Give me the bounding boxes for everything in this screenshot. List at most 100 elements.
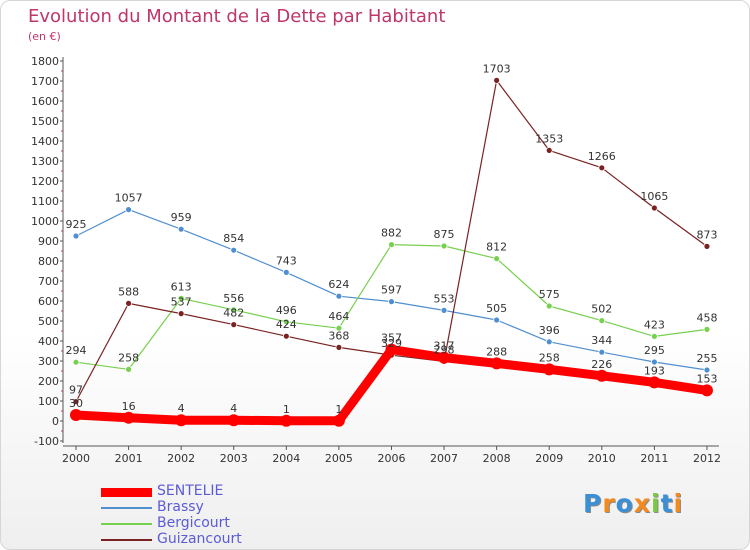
x-tick-label: 2006 xyxy=(377,452,405,465)
data-label: 502 xyxy=(591,303,612,316)
data-label: 556 xyxy=(223,292,244,305)
y-tick-label: 1800 xyxy=(31,55,59,68)
legend-item: Brassy xyxy=(101,499,301,516)
data-label: 1057 xyxy=(115,192,143,205)
data-label: 882 xyxy=(381,227,402,240)
data-point xyxy=(227,414,240,427)
data-point xyxy=(282,332,290,340)
logo-letter: i xyxy=(673,489,684,518)
data-point xyxy=(493,255,501,263)
x-tick-label: 2003 xyxy=(220,452,248,465)
x-tick-label: 2005 xyxy=(325,452,353,465)
y-tick-label: 700 xyxy=(38,275,59,288)
data-point xyxy=(388,241,395,249)
data-label: 812 xyxy=(486,241,507,254)
data-point xyxy=(282,268,290,276)
data-label: 588 xyxy=(118,285,139,298)
data-label: 258 xyxy=(539,351,560,364)
y-tick-label: -100 xyxy=(34,435,59,448)
data-label: 193 xyxy=(644,364,665,377)
data-point xyxy=(332,414,345,427)
legend-swatch xyxy=(101,523,152,525)
data-point xyxy=(440,242,448,250)
data-label: 288 xyxy=(486,345,507,358)
data-label: 854 xyxy=(223,232,244,245)
chart-subtitle: (en €) xyxy=(28,30,61,43)
data-point xyxy=(335,324,343,332)
data-label: 925 xyxy=(66,218,87,231)
data-label: 16 xyxy=(122,400,136,413)
logo-letter: t xyxy=(660,489,674,518)
data-point xyxy=(175,414,188,427)
data-label: 743 xyxy=(276,254,297,267)
data-point xyxy=(438,351,451,364)
logo-letter: o xyxy=(615,489,634,518)
data-point xyxy=(440,306,448,314)
data-label: 294 xyxy=(66,344,87,357)
legend-item: Bergicourt xyxy=(101,515,301,532)
x-tick-label: 2007 xyxy=(430,452,458,465)
data-label: 423 xyxy=(644,318,665,331)
data-point xyxy=(282,318,290,326)
x-tick-label: 2009 xyxy=(535,452,563,465)
data-point xyxy=(545,302,553,310)
y-tick-label: 800 xyxy=(38,255,59,268)
data-point xyxy=(177,225,185,233)
data-label: 873 xyxy=(696,228,717,241)
y-tick-label: 1200 xyxy=(31,175,59,188)
data-label: 255 xyxy=(696,352,717,365)
legend-swatch xyxy=(101,507,152,509)
data-point xyxy=(595,369,608,382)
data-label: 30 xyxy=(69,397,83,410)
data-label: 537 xyxy=(171,296,192,309)
y-tick-label: 1100 xyxy=(31,195,59,208)
logo-letter: r xyxy=(602,489,616,518)
data-point xyxy=(490,357,503,370)
data-label: 1266 xyxy=(588,150,616,163)
chart-title: Evolution du Montant de la Dette par Hab… xyxy=(28,6,446,27)
data-point xyxy=(125,299,132,307)
data-label: 1703 xyxy=(483,62,511,75)
legend: SENTELIE Brassy Bergicourt Guizancourt xyxy=(101,483,301,548)
data-label: 226 xyxy=(591,358,612,371)
data-label: 368 xyxy=(328,329,349,342)
data-point xyxy=(493,316,501,324)
data-point xyxy=(72,232,80,240)
data-label: 553 xyxy=(434,292,455,305)
legend-item: Guizancourt xyxy=(101,531,301,548)
data-point xyxy=(700,384,713,397)
legend-label: SENTELIE xyxy=(157,483,224,499)
data-point xyxy=(125,365,132,373)
data-label: 482 xyxy=(223,307,244,320)
data-label: 597 xyxy=(381,284,402,297)
y-tick-label: 0 xyxy=(52,415,59,428)
y-tick-label: 1300 xyxy=(31,155,59,168)
data-point xyxy=(648,376,661,389)
x-tick-label: 2012 xyxy=(693,452,721,465)
line-chart: -100 0 100 200 300 400 500 600 700 800 900 1000 1100… xyxy=(31,55,721,465)
data-point xyxy=(177,294,185,302)
data-label: 875 xyxy=(434,228,455,241)
data-label: 613 xyxy=(171,280,192,293)
data-label: 317 xyxy=(434,340,455,353)
y-tick-label: 1500 xyxy=(31,115,59,128)
data-label: 4 xyxy=(178,402,185,415)
data-label: 1 xyxy=(283,403,290,416)
data-point xyxy=(385,343,398,356)
data-point xyxy=(230,306,238,314)
data-point xyxy=(543,363,556,376)
data-label: 295 xyxy=(644,344,665,357)
data-label: 97 xyxy=(69,384,83,397)
data-point xyxy=(493,77,501,84)
data-point xyxy=(230,246,238,254)
legend-label: Brassy xyxy=(157,499,204,515)
data-point xyxy=(335,343,343,351)
logo-letter: i xyxy=(651,489,661,518)
y-tick-label: 100 xyxy=(38,395,59,408)
y-tick-label: 900 xyxy=(38,235,59,248)
data-point xyxy=(598,348,606,356)
data-label: 505 xyxy=(486,302,507,315)
logo-letter: x xyxy=(633,489,651,518)
data-label: 424 xyxy=(276,318,297,331)
